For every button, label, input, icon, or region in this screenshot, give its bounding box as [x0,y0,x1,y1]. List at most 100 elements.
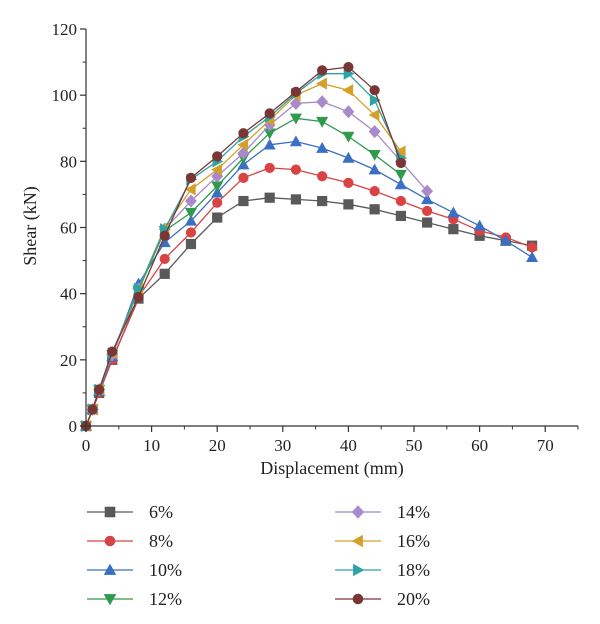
legend-label: 14% [397,502,430,522]
series-line [85,197,533,427]
data-point [526,251,539,262]
legend-label: 18% [397,560,430,580]
data-point [343,61,354,73]
data-point [159,268,170,279]
legend-label: 16% [397,531,430,551]
series-line [85,73,402,427]
data-point [316,95,329,109]
data-point [212,197,223,208]
y-tick-label: 80 [60,152,77,171]
data-point [264,162,275,174]
data-point [289,113,302,125]
data-point [395,157,406,169]
x-tick-label: 30 [274,436,291,455]
data-point [185,238,197,250]
data-point [264,108,275,119]
legend-item: 20% [335,589,430,609]
data-point [343,199,354,210]
data-point [212,212,223,223]
data-point [263,138,276,150]
data-point [448,224,459,235]
data-point [369,186,380,197]
data-point [264,192,275,203]
data-point [395,210,406,222]
data-point [317,65,328,76]
data-point [394,145,406,158]
legend-marker [353,563,365,577]
data-point [317,171,328,182]
x-tick-label: 50 [406,436,423,455]
x-tick-label: 40 [340,436,357,455]
data-point [369,85,380,96]
legend-item: 12% [87,589,182,609]
data-point [447,206,460,218]
data-point [395,195,406,207]
data-point [237,146,250,160]
y-tick-label: 0 [69,417,78,436]
y-tick-label: 40 [60,285,77,304]
data-point [473,219,486,231]
x-tick-label: 10 [143,436,160,455]
legend-marker [104,506,116,518]
data-point [159,253,170,265]
data-point [107,346,118,357]
legend-item: 16% [335,531,430,551]
legend-marker [103,563,117,575]
data-point [238,128,249,139]
data-point [133,282,145,295]
data-point [394,169,407,181]
data-point [421,184,434,198]
legend-marker [351,534,363,548]
legend-item: 18% [335,560,430,580]
data-point [290,86,302,97]
data-point [185,227,197,238]
data-point [316,141,329,153]
x-tick-label: 70 [537,436,554,455]
x-axis-title: Displacement (mm) [260,458,403,479]
data-point [184,214,197,226]
legend: 6% 8% 10% 12% 14% 16% 18% 20% [87,502,430,609]
legend-marker [103,594,117,606]
data-point [237,138,249,151]
series-8 [80,61,406,432]
data-point [342,105,355,119]
data-point [290,164,302,175]
data-point [368,150,381,161]
data-point [422,217,433,228]
axes: 0 10 20 30 40 50 60 70 0 20 40 60 80 100 120 [52,20,579,455]
x-tick-label: 0 [82,436,91,455]
legend-item: 10% [87,560,182,580]
data-point [394,178,407,190]
data-point [369,204,380,215]
data-point [238,172,249,183]
data-point [368,108,380,122]
y-tick-label: 20 [60,351,77,370]
plot-area [79,61,539,433]
y-tick-label: 120 [52,20,78,39]
legend-label: 8% [149,531,173,551]
data-point [159,230,170,241]
data-point [211,163,222,176]
data-point [87,404,98,415]
legend-label: 20% [397,589,430,609]
data-point [289,135,302,147]
data-point [94,384,105,395]
data-point [343,177,354,188]
legend-label: 6% [149,502,173,522]
data-point [368,163,381,175]
legend-item: 8% [87,531,173,551]
y-axis-title: Shear (kN) [20,186,41,265]
series-line [85,140,533,427]
series-3 [79,135,539,431]
data-point [422,205,433,217]
legend-marker [352,593,364,605]
data-point [317,195,328,207]
x-tick-label: 20 [209,436,226,455]
data-point [342,131,355,143]
legend-item: 6% [87,502,173,522]
y-tick-label: 100 [52,86,78,105]
data-point [526,242,538,253]
data-point [184,207,197,219]
data-point [133,291,144,303]
